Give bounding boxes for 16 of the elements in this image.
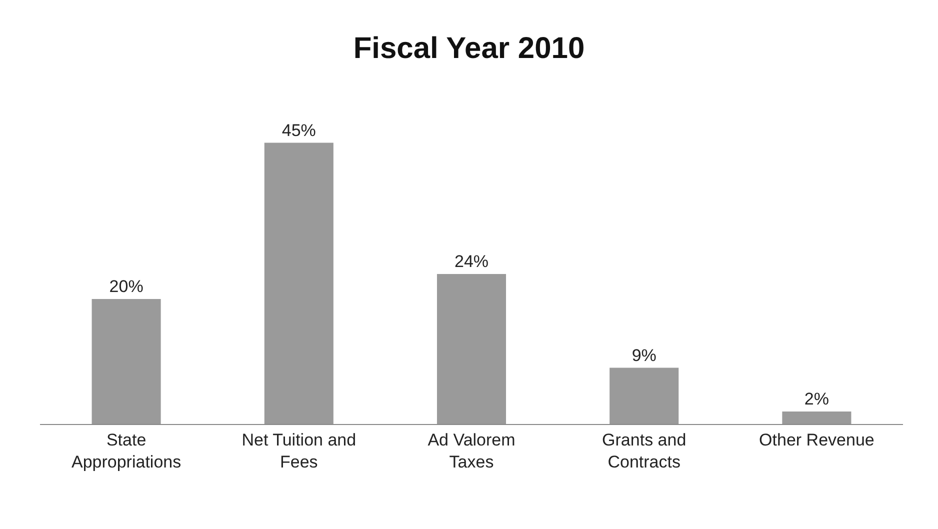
bar (92, 299, 161, 424)
bar (264, 142, 334, 424)
chart-title: Fiscal Year 2010 (353, 32, 585, 66)
x-tick-label: Net Tuition and Fees (242, 430, 356, 472)
data-label: 24% (454, 252, 489, 272)
data-label: 45% (282, 120, 316, 140)
bar (782, 412, 852, 424)
data-label: 20% (109, 277, 144, 296)
x-tick-label: Grants and Contracts (602, 430, 686, 472)
data-label: 9% (632, 346, 656, 365)
x-tick-label: State Appropriations (71, 430, 182, 472)
bar (436, 274, 506, 424)
x-tick-label: Other Revenue (759, 430, 874, 450)
data-label: 2% (804, 390, 829, 408)
bar (610, 368, 679, 424)
x-tick-label: Ad Valorem Taxes (428, 430, 516, 472)
